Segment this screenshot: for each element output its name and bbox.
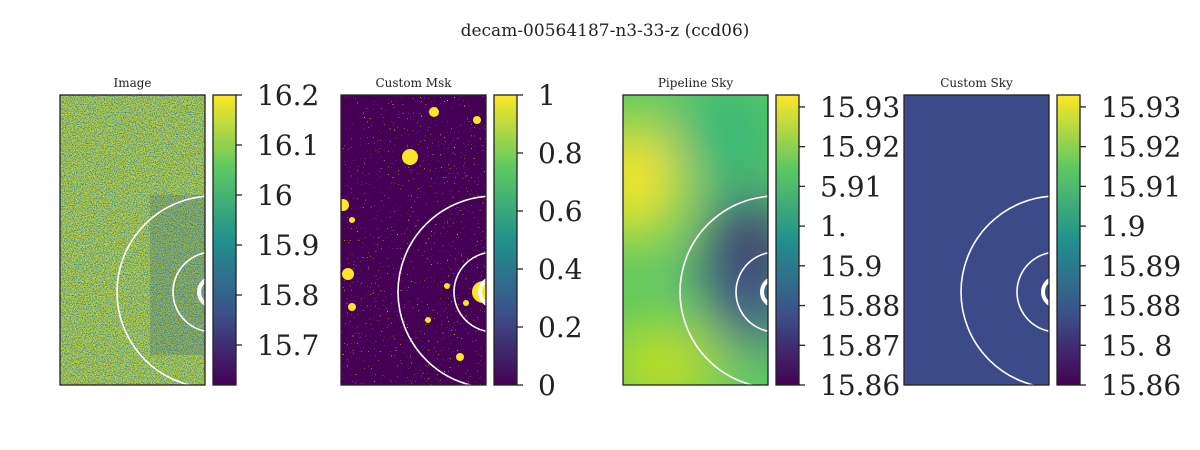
sky-gradient [623,95,768,385]
mask-blob [456,353,464,361]
colorbar-tick-label: 15. 8 [1101,329,1172,362]
colorbar-tick-label: 15.86 [1101,369,1181,402]
panel-image [623,95,768,385]
mask-blob [429,107,439,117]
panel-3: Custom Sky 15.93 15.92 15.91 1.9 15.89 15.88 15… [903,76,1181,402]
colorbar [1057,95,1080,385]
colorbar-tick-label: 15.92 [820,131,900,164]
outer-ring [679,195,768,385]
colorbar-tick-label: 15.92 [1101,131,1181,164]
middle-ring [1016,252,1049,332]
colorbar-frame [1056,94,1081,386]
colorbar [494,95,517,385]
image-frame [903,94,1050,386]
colorbar-frame [775,94,800,386]
colorbar-tick-label: 1.9 [1101,210,1146,243]
outer-ring [116,195,205,385]
panel-2: Pipeline Sky 15.93 15.92 5.91 1. 15.9 15.88 15.… [622,76,900,402]
colorbar-tick-label: 15.93 [820,91,900,124]
sky-high-bottom [623,325,723,385]
image-frame [59,94,206,386]
colorbar-tick-label: 0.2 [538,311,583,344]
panel-title: Custom Sky [940,76,1013,90]
colorbar [213,95,236,385]
middle-ring [172,252,205,332]
middle-ring [453,252,486,332]
mask-blob [341,199,349,211]
mask-blob [473,116,481,124]
inner-ring [760,278,768,306]
sky-min [731,215,768,275]
colorbar-tick-label: 15.88 [820,290,900,323]
outer-ring [397,195,486,385]
inner-ring [197,278,205,306]
mask-blob [463,300,469,306]
colorbar-frame [493,94,518,386]
outer-ring [960,195,1049,385]
colorbar-tick-label: 15.87 [820,329,900,362]
colorbar-tick-label: 15.9 [820,250,882,283]
colorbar-tick-label: 15.91 [1101,170,1181,203]
mask-blob [349,217,355,223]
panel-0: Image 16.2 16.1 16 15.9 15.8 15.7 [59,76,319,386]
colorbar-tick-label: 5.91 [820,170,882,203]
inner-ring [1041,278,1049,306]
sky-high-left [623,120,678,240]
colorbar-tick-label: 1. [820,210,847,243]
mask-blob [444,283,450,289]
colorbar-tick-label: 0.4 [538,253,583,286]
colorbar-tick-label: 15.9 [257,229,319,262]
panel-image [60,95,205,385]
panel-image [341,95,486,385]
mask-blob [348,303,356,311]
inner-ring [478,278,486,306]
mask-blob [342,268,354,280]
colorbar-tick-label: 1 [538,79,556,112]
colorbar-frame [212,94,237,386]
image-dark-region [150,195,205,355]
colorbar-tick-label: 0 [538,369,556,402]
colorbar-tick-label: 16.2 [257,79,319,112]
colorbar-tick-label: 15.8 [257,279,319,312]
panel-image [904,95,1049,385]
panels: Image 16.2 16.1 16 15.9 15.8 15.7 Custom Msk 1 0.… [59,76,1181,402]
panel-title: Image [113,76,151,90]
mask-blob [402,149,418,165]
colorbar-tick-label: 0.6 [538,195,583,228]
colorbar [776,95,799,385]
panel-title: Pipeline Sky [658,76,734,90]
panel-title: Custom Msk [375,76,452,90]
panel-1: Custom Msk 1 0.8 0.6 0.4 0.2 0 [340,76,583,402]
colorbar-tick-label: 15.86 [820,369,900,402]
colorbar-tick-label: 15.89 [1101,250,1181,283]
mask-blob [425,317,431,323]
middle-ring [735,252,768,332]
sky-mid-top [673,95,768,185]
image-frame [340,94,487,386]
figure-title: decam-00564187-n3-33-z (ccd06) [461,21,750,41]
colorbar-tick-label: 15.93 [1101,91,1181,124]
colorbar-tick-label: 15.88 [1101,290,1181,323]
colorbar-tick-label: 16 [257,179,293,212]
colorbar-tick-label: 16.1 [257,129,319,162]
image-frame [622,94,769,386]
colorbar-tick-label: 15.7 [257,329,319,362]
colorbar-tick-label: 0.8 [538,137,583,170]
